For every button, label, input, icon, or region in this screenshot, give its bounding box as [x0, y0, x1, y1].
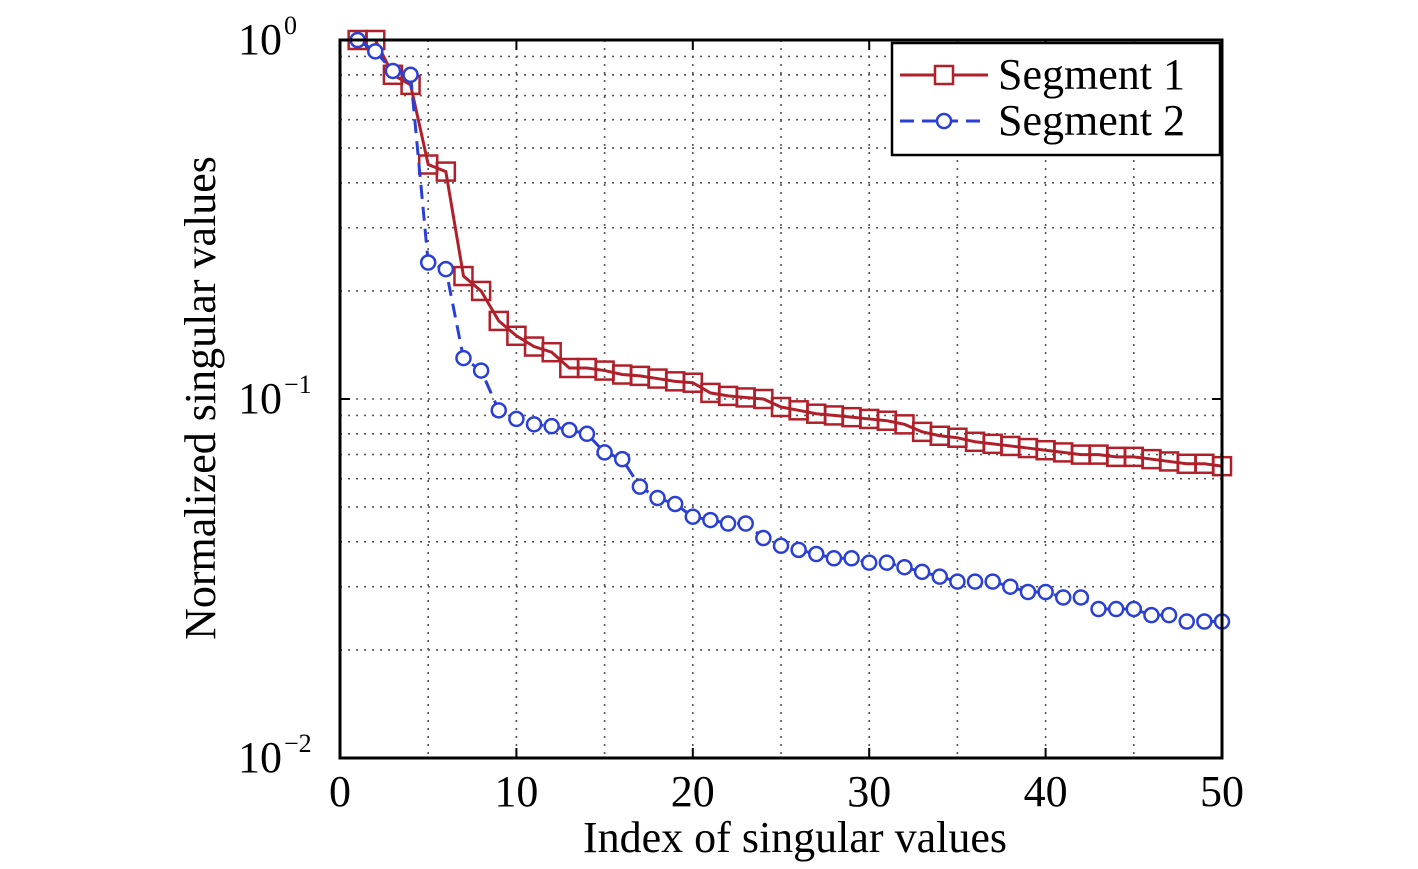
segment-1-point — [453, 265, 474, 287]
x-tick-label: 0 — [329, 767, 351, 816]
segment-2-point — [402, 66, 419, 84]
segment-1-point — [488, 310, 510, 332]
segment-2-point — [666, 495, 684, 513]
series-layer — [347, 29, 1233, 630]
segment-2-point — [1196, 613, 1213, 630]
segment-2-point — [437, 260, 455, 278]
segment-2-point — [649, 489, 666, 507]
segment-2-point — [1160, 606, 1178, 624]
x-axis-label: Index of singular values — [583, 813, 1007, 862]
segment-2-point — [367, 43, 384, 60]
segment-2-point — [561, 421, 578, 439]
y-tick-label: 10−1 — [238, 370, 312, 423]
segment-2-point — [1002, 578, 1019, 595]
segment-2-point — [684, 508, 702, 525]
legend-segment-2-marker — [935, 112, 953, 130]
segment-2-point — [419, 254, 437, 271]
legend-segment-1-label: Segment 1 — [998, 50, 1185, 99]
segment-1-point — [470, 280, 492, 302]
segment-2-point — [931, 568, 949, 585]
segment-2-point — [755, 529, 772, 547]
segment-2-point — [1125, 600, 1143, 618]
segment-1-point — [541, 341, 562, 363]
segment-2-point — [1037, 583, 1054, 601]
segment-2-point — [896, 558, 913, 576]
x-tick-label: 40 — [1024, 767, 1068, 816]
y-tick-label: 10−2 — [238, 729, 312, 782]
x-tick-label: 50 — [1200, 767, 1244, 816]
segment-2-point — [808, 545, 825, 563]
segment-2-point — [1090, 600, 1107, 618]
segment-2-point — [878, 554, 896, 571]
x-tick-label: 10 — [494, 767, 538, 816]
x-tick-label: 20 — [671, 767, 715, 816]
segment-2-point — [966, 573, 984, 590]
segment-2-point — [790, 541, 807, 559]
segment-2-point — [913, 563, 931, 581]
segment-2-point — [1072, 589, 1090, 606]
segment-2-point — [631, 478, 649, 495]
segment-1-point — [506, 325, 527, 347]
y-tick-label: 100 — [238, 11, 297, 64]
segment-2-point — [719, 515, 737, 532]
tick-labels: 0 10 20 30 40 50 100 10−1 10−2 — [238, 11, 1244, 816]
segment-2-point — [984, 573, 1001, 590]
segment-2-point — [525, 416, 543, 433]
segment-2-point — [1143, 606, 1160, 624]
segment-2-point — [825, 550, 843, 567]
segment-2-point — [1107, 600, 1125, 618]
segment-2-point — [543, 417, 560, 435]
segment-2-point — [1054, 589, 1072, 606]
segment-2-point — [578, 425, 596, 443]
segment-2-point — [702, 511, 719, 529]
segment-2-point — [490, 402, 508, 419]
segment-2-point — [384, 62, 402, 80]
segment-2-point — [613, 450, 631, 468]
axis-ticks — [339, 39, 1223, 759]
segment-2-point — [949, 573, 966, 590]
segment-2-point — [455, 349, 472, 367]
segment-2-point — [843, 550, 860, 567]
segment-2-point — [1178, 613, 1195, 630]
segment-2-point — [596, 444, 613, 461]
segment-2-point — [860, 554, 878, 571]
segment-2-point — [508, 410, 525, 428]
segment-2-point — [772, 537, 790, 555]
y-axis-label: Normalized singular values — [176, 156, 225, 640]
segment-2-point — [737, 515, 754, 532]
legend-box — [890, 41, 1222, 157]
segment-1-point — [435, 161, 457, 182]
segment-2-point — [472, 362, 490, 379]
legend-segment-1-marker — [933, 64, 955, 86]
x-tick-label: 30 — [847, 767, 891, 816]
segment-2-point — [1019, 583, 1037, 601]
legend-segment-2-label: Segment 2 — [998, 96, 1185, 145]
